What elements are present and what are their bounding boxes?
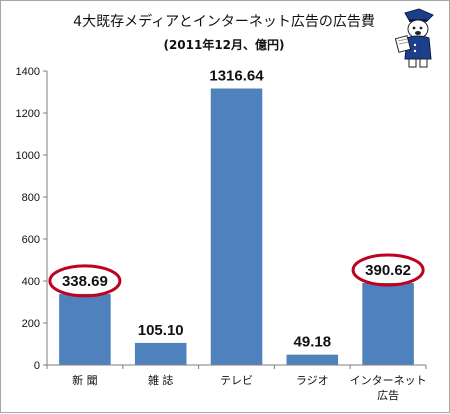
chart-subtitle: (2011年12月、億円) bbox=[163, 37, 284, 52]
x-tick-label: 雑 誌 bbox=[148, 373, 174, 387]
x-tick-label: 新 聞 bbox=[72, 373, 98, 387]
y-tick-label: 400 bbox=[22, 276, 40, 288]
x-tick-label: 広告 bbox=[377, 389, 399, 402]
bar bbox=[134, 342, 187, 365]
bar bbox=[210, 88, 263, 365]
x-axis: 新 聞 雑 誌 テレビ ラジオ インターネット広告 bbox=[46, 364, 427, 402]
x-tick-label: インターネット bbox=[350, 374, 427, 387]
data-label: 1316.64 bbox=[209, 68, 264, 85]
y-axis: 0 200 400 600 800 1000 1200 1400 bbox=[16, 66, 48, 372]
bar bbox=[286, 354, 339, 365]
data-label: 49.18 bbox=[294, 334, 332, 351]
data-label: 105.10 bbox=[138, 322, 184, 339]
y-tick-label: 1400 bbox=[16, 66, 40, 78]
bars bbox=[59, 88, 414, 365]
data-labels: 338.69 105.10 1316.64 49.18 390.62 bbox=[48, 68, 425, 351]
y-tick-label: 1200 bbox=[16, 108, 40, 120]
y-tick-label: 0 bbox=[34, 360, 40, 372]
y-tick-label: 600 bbox=[22, 234, 40, 246]
y-tick-label: 1000 bbox=[16, 150, 40, 162]
highlight-circle bbox=[351, 253, 425, 287]
mascot-illustration-icon bbox=[394, 8, 434, 68]
y-tick-label: 800 bbox=[22, 192, 40, 204]
highlight-circle bbox=[48, 264, 122, 298]
data-label: 390.62 bbox=[365, 262, 411, 279]
x-tick-label: ラジオ bbox=[296, 374, 329, 387]
y-tick-label: 200 bbox=[22, 318, 40, 330]
x-tick-label: テレビ bbox=[220, 374, 253, 387]
bar bbox=[362, 282, 414, 365]
chart-title: 4大既存メディアとインターネット広告の広告費 bbox=[73, 13, 375, 30]
bar bbox=[59, 293, 111, 365]
data-label: 338.69 bbox=[62, 273, 108, 290]
